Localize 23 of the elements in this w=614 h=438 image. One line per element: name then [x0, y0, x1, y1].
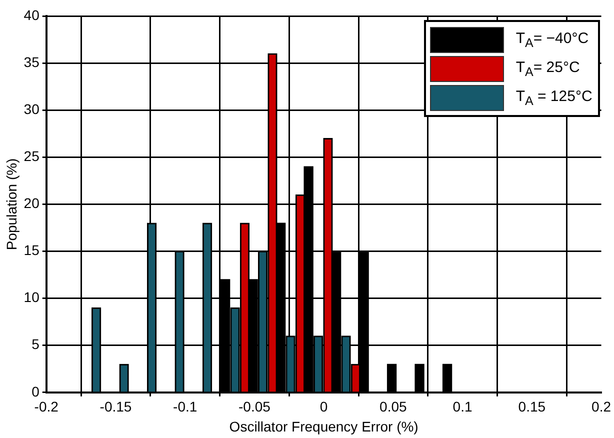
x-axis-title: Oscillator Frequency Error (%): [229, 418, 418, 434]
x-tick-label: -0.05: [238, 398, 271, 415]
y-tick-label: 35: [24, 54, 40, 70]
x-tick-label: 0.2: [592, 398, 612, 415]
y-tick-label: 15: [24, 242, 40, 258]
x-tick-label: 0.1: [452, 398, 472, 415]
x-tick-label: -0.2: [34, 398, 59, 415]
y-axis-title: Population (%): [3, 158, 20, 250]
legend-label: T$_{A}$= −40°C: [516, 30, 589, 50]
x-tick-label: 0.15: [518, 398, 546, 415]
y-tick-label: 25: [24, 148, 40, 164]
y-tick-label: 10: [24, 289, 40, 306]
x-tick-label: -0.15: [100, 398, 132, 415]
x-tick-label: 0: [320, 398, 328, 415]
legend-label: T$_{A}$ = 125°C: [516, 88, 592, 108]
y-tick-label: 30: [24, 100, 40, 117]
x-tick-label: 0.05: [380, 398, 408, 415]
y-tick-label: 5: [32, 336, 40, 352]
y-tick-label: 20: [24, 195, 40, 212]
y-tick-label: 0: [32, 383, 40, 400]
x-tick-label: -0.1: [173, 398, 198, 415]
y-tick-label: 40: [24, 6, 40, 23]
legend-label: T$_{A}$= 25°C: [516, 58, 580, 78]
